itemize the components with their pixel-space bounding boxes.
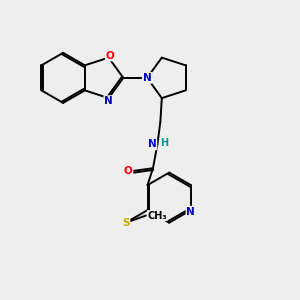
Text: S: S <box>122 218 130 228</box>
Text: N: N <box>187 207 195 217</box>
Text: O: O <box>124 166 133 176</box>
Text: N: N <box>143 73 152 83</box>
Text: N: N <box>148 140 157 149</box>
Text: CH₃: CH₃ <box>147 211 167 220</box>
Text: H: H <box>160 138 168 148</box>
Text: N: N <box>104 96 113 106</box>
Text: O: O <box>106 51 115 61</box>
